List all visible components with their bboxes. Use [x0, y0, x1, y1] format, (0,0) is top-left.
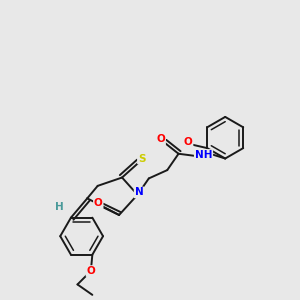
Text: NH: NH: [195, 150, 212, 160]
Text: O: O: [156, 134, 165, 145]
Text: S: S: [138, 154, 146, 164]
Text: O: O: [184, 136, 193, 147]
Text: O: O: [86, 266, 95, 276]
Text: N: N: [135, 188, 143, 197]
Text: H: H: [55, 202, 64, 212]
Text: O: O: [94, 198, 103, 208]
